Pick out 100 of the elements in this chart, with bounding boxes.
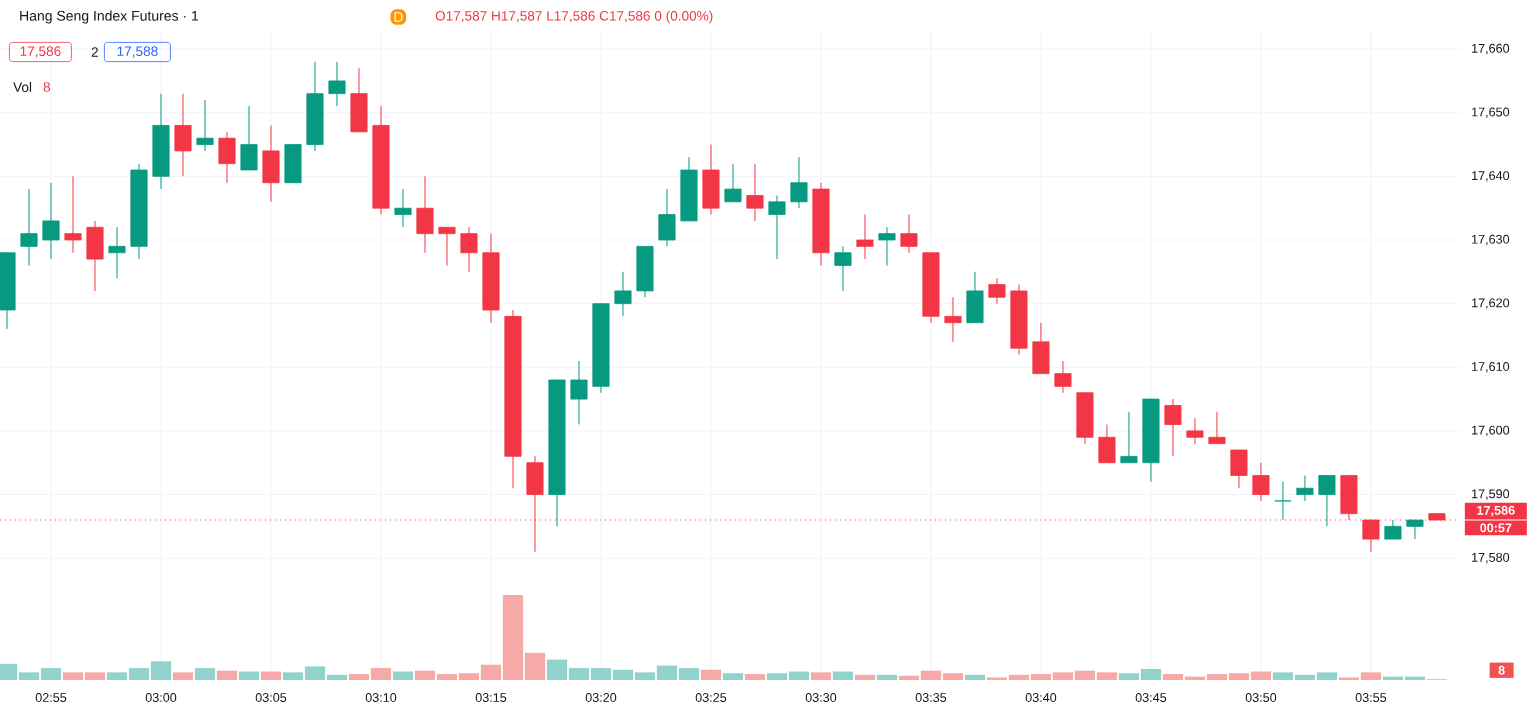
x-tick-label: 03:25 — [695, 693, 727, 702]
candlestick — [1296, 474, 1314, 502]
bar — [964, 674, 986, 680]
bar — [898, 675, 920, 680]
bar — [1118, 673, 1140, 680]
bar — [304, 666, 326, 680]
candlestick — [328, 61, 346, 107]
y-tick-label: 17,580 — [1472, 552, 1510, 564]
bar — [436, 674, 458, 680]
bar — [1316, 672, 1338, 680]
chart-subtitle: O17,587 H17,587 L17,586 C17,586 0 (0.00%) — [435, 10, 713, 24]
bar — [810, 672, 832, 680]
bar — [348, 674, 370, 680]
candlestick — [1208, 411, 1226, 445]
x-tick-label: 03:00 — [145, 693, 177, 702]
bar — [1250, 671, 1272, 680]
bar — [634, 672, 656, 680]
candlestick — [196, 99, 214, 152]
bar — [832, 671, 854, 680]
bar — [744, 674, 766, 680]
bar — [128, 668, 150, 680]
candlestick — [42, 182, 60, 260]
x-tick-label: 03:15 — [475, 693, 507, 702]
bar — [568, 668, 590, 680]
bar — [1074, 670, 1096, 680]
bar — [1096, 672, 1118, 680]
bar — [942, 673, 964, 680]
chart-title: Hang Seng Index Futures · 1 — [20, 10, 199, 24]
x-tick-label: 03:35 — [915, 693, 947, 702]
candlestick — [614, 271, 632, 317]
bar — [370, 668, 392, 680]
y-tick-label: 17,650 — [1472, 107, 1510, 118]
annotation: 8 — [43, 82, 51, 92]
candlestick — [988, 277, 1006, 305]
candlestick — [570, 360, 588, 426]
bar — [1162, 674, 1184, 680]
bar — [84, 672, 106, 680]
candlestick — [1318, 474, 1336, 527]
annotation: Vol — [13, 82, 32, 92]
bar — [326, 674, 348, 680]
candlestick — [1186, 417, 1204, 445]
bar — [392, 671, 414, 680]
bar — [172, 672, 194, 680]
candlestick — [64, 175, 82, 254]
bar — [62, 672, 84, 680]
candlestick — [460, 226, 478, 273]
candlestick — [834, 245, 852, 292]
candlestick — [1252, 462, 1270, 502]
x-tick-label: 03:05 — [255, 693, 287, 702]
candlestick — [790, 156, 808, 209]
candlestick — [1406, 519, 1424, 540]
text: D — [394, 12, 403, 22]
candlestick — [944, 296, 962, 343]
bar — [1294, 674, 1316, 680]
x-tick-label: 03:10 — [365, 693, 397, 702]
text: 8 — [1498, 665, 1505, 675]
candlestick — [1384, 519, 1402, 540]
bar — [414, 670, 436, 680]
bar — [106, 672, 128, 680]
bar — [260, 671, 282, 680]
y-tick-label: 17,620 — [1472, 298, 1510, 309]
x-tick-label: 03:20 — [585, 693, 617, 702]
bar — [590, 668, 612, 680]
bar — [194, 668, 216, 680]
y-tick-label: 17,590 — [1472, 489, 1510, 500]
candlestick — [878, 226, 896, 266]
bar — [524, 652, 546, 680]
bar — [1206, 674, 1228, 680]
bar — [656, 665, 678, 680]
candlestick — [438, 226, 456, 266]
candlestick — [724, 163, 742, 203]
bar — [238, 671, 260, 680]
y-tick-label: 17,640 — [1472, 171, 1510, 182]
candlestick — [1164, 398, 1182, 457]
candlestick — [746, 163, 764, 222]
bar — [722, 673, 744, 680]
y-tick-label: 17,660 — [1472, 43, 1510, 55]
candlestick — [856, 214, 874, 260]
bar — [678, 668, 700, 680]
x-tick-label: 02:55 — [35, 693, 67, 702]
bar — [1228, 673, 1250, 680]
bar — [1140, 668, 1162, 680]
candlestick — [1120, 411, 1138, 464]
candlestick — [1054, 360, 1072, 394]
bar — [1030, 674, 1052, 680]
x-tick-label: 03:55 — [1355, 693, 1387, 702]
bar — [788, 671, 810, 680]
annotation: 17,586 — [20, 46, 61, 58]
bar — [458, 673, 480, 680]
candlestick — [900, 214, 918, 254]
bar — [1338, 677, 1360, 680]
ref-line-label: 17,586 — [1477, 505, 1515, 517]
candlestick — [394, 188, 412, 228]
annotation: 17,588 — [117, 46, 158, 58]
bar — [40, 668, 62, 680]
bar — [700, 669, 722, 680]
bar — [920, 670, 942, 680]
bar — [1360, 672, 1382, 680]
y-tick-label: 17,600 — [1472, 425, 1510, 437]
bar — [216, 670, 238, 680]
